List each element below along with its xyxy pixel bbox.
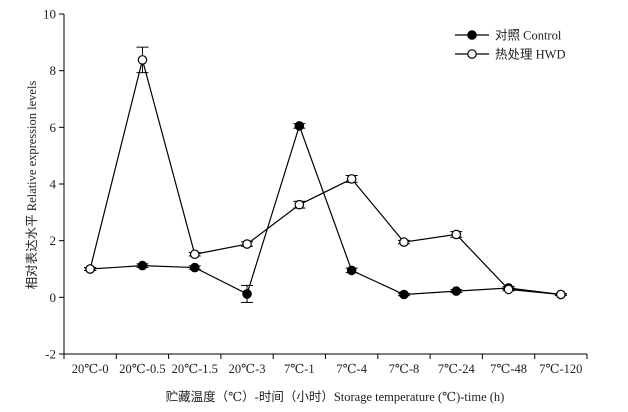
y-axis-label: 相对表达水平 Relative expression levels <box>25 81 39 290</box>
x-tick-label: 7℃-24 <box>438 362 476 376</box>
data-point <box>294 121 305 131</box>
data-point <box>556 289 566 300</box>
data-point <box>503 284 514 295</box>
x-tick-label: 20℃-0 <box>72 362 109 376</box>
x-ticks: 20℃-0 20℃-0.5 20℃-1.5 20℃-3 7℃-1 7℃-4 7℃-8 7℃-2… <box>63 354 588 376</box>
x-tick-label: 20℃-3 <box>229 362 266 376</box>
y-tick-label: 6 <box>50 120 57 135</box>
x-tick-label: 7℃-120 <box>539 362 582 376</box>
series-line <box>90 124 561 296</box>
data-point <box>137 55 148 65</box>
x-tick-label: 20℃-0.5 <box>119 362 165 376</box>
data-point <box>137 260 148 271</box>
legend-label: 对照 Control <box>495 29 562 43</box>
data-point <box>294 199 305 210</box>
legend-label: 热处理 HWD <box>495 48 565 62</box>
x-tick-label: 7℃-48 <box>490 362 527 376</box>
data-point <box>451 286 462 296</box>
data-point <box>189 262 200 273</box>
x-axis-label: 贮藏温度（℃）-时间（小时）Storage temperature (℃)-ti… <box>166 389 505 404</box>
series-line <box>89 57 561 296</box>
data-point <box>242 239 252 249</box>
y-tick-label: 0 <box>50 290 57 305</box>
y-tick-label: 4 <box>50 177 57 192</box>
data-point <box>189 249 200 260</box>
data-point <box>451 229 462 240</box>
data-point <box>399 289 409 300</box>
x-tick-label: 7℃-8 <box>389 362 420 376</box>
x-tick-label: 7℃-4 <box>336 362 367 376</box>
series-hwd <box>84 46 567 300</box>
legend: 对照 Control 热处理 HWD <box>455 29 565 62</box>
legend-marker <box>467 49 477 59</box>
data-point <box>85 264 95 274</box>
plot-area <box>84 46 567 303</box>
y-tick-label: 2 <box>50 233 57 248</box>
data-point <box>346 174 357 184</box>
y-ticks: -2 0 2 4 6 8 10 <box>43 7 64 362</box>
x-tick-label: 20℃-1.5 <box>172 362 218 376</box>
data-point <box>346 265 357 276</box>
x-tick-label: 7℃-1 <box>284 362 315 376</box>
y-tick-label: 10 <box>43 7 56 22</box>
data-point <box>399 237 409 247</box>
y-tick-label: 8 <box>50 63 57 78</box>
data-point <box>242 289 252 299</box>
legend-marker <box>467 30 477 40</box>
y-tick-label: -2 <box>45 347 56 362</box>
